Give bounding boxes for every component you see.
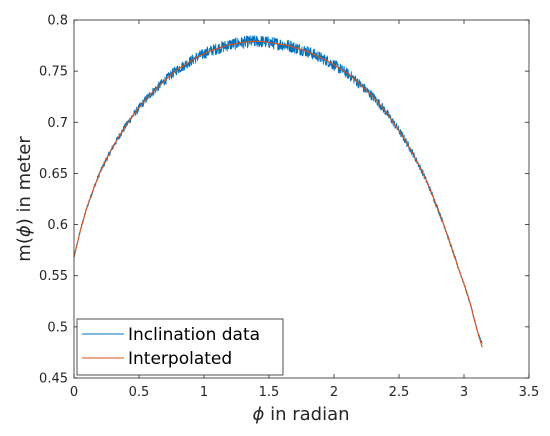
x-tick-label: 0.5 <box>129 385 150 400</box>
y-tick-label: 0.55 <box>39 269 68 284</box>
legend: Inclination data Interpolated <box>76 318 284 376</box>
y-tick-label: 0.5 <box>47 320 68 335</box>
y-tick-label: 0.65 <box>39 167 68 182</box>
x-tick-label: 3.5 <box>519 385 540 400</box>
x-tick-label: 0 <box>70 385 78 400</box>
x-tick-label: 2.5 <box>389 385 410 400</box>
legend-label-inclination-data: Inclination data <box>128 325 260 345</box>
y-tick-label: 0.45 <box>39 372 68 387</box>
y-tick-label: 0.75 <box>39 65 68 80</box>
x-axis-label: ϕ in radian <box>252 404 349 425</box>
y-axis-label-symbol: ϕ <box>14 225 35 237</box>
y-axis-label-suffix: ) in meter <box>14 136 35 226</box>
legend-label-interpolated: Interpolated <box>128 349 232 369</box>
y-axis-ticks: 0.45 0.5 0.55 0.6 0.65 0.7 0.75 0.8 <box>39 14 529 387</box>
x-tick-label: 1.5 <box>259 385 280 400</box>
x-tick-label: 2 <box>330 385 338 400</box>
plot-area <box>74 20 529 378</box>
x-axis-label-text: in radian <box>264 404 349 425</box>
series-layer <box>73 35 483 348</box>
y-tick-label: 0.6 <box>47 218 68 233</box>
y-tick-label: 0.8 <box>47 14 68 29</box>
series-line-interpolated <box>73 40 483 348</box>
x-tick-label: 3 <box>460 385 468 400</box>
legend-box <box>76 318 284 376</box>
y-axis-label-prefix: m( <box>14 237 35 262</box>
axes-box <box>73 19 530 379</box>
y-axis-label: m(ϕ) in meter <box>14 136 35 262</box>
x-tick-label: 1 <box>200 385 208 400</box>
x-axis-label-symbol: ϕ <box>252 404 264 425</box>
y-tick-label: 0.7 <box>47 116 68 131</box>
